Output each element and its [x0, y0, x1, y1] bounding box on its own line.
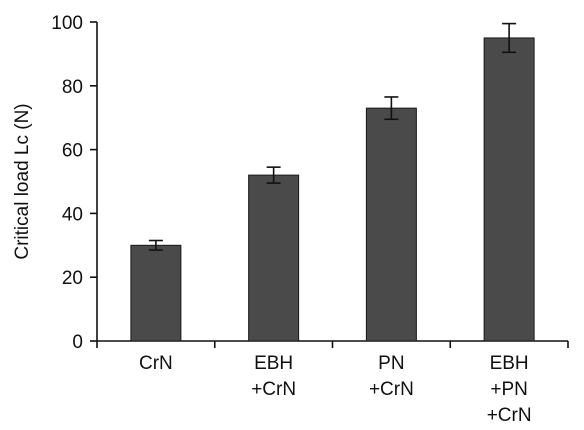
y-tick-label: 100	[51, 13, 83, 34]
y-tick-label: 40	[62, 204, 83, 225]
x-category-label: +CrN	[369, 379, 414, 400]
error-bars	[148, 22, 517, 251]
x-category-label: EBH	[254, 353, 293, 374]
y-tick-label: 80	[62, 77, 83, 98]
bar	[483, 37, 535, 342]
x-category-label: EBH	[490, 353, 529, 374]
bar	[130, 244, 182, 342]
x-category-label: +PN	[490, 379, 528, 400]
y-tick-label: 60	[62, 141, 83, 162]
x-category-label: PN	[378, 353, 404, 374]
y-tick-label: 20	[62, 268, 83, 289]
bar	[248, 174, 300, 342]
bars	[130, 37, 535, 342]
labels: 0 20 40 60 80 100 CrN EBH +CrN PN +CrN EBH +PN +CrN Cr…	[12, 13, 532, 426]
y-axis-title: Critical load Lc (N)	[12, 103, 33, 259]
bar	[365, 107, 417, 342]
x-category-label: +CrN	[487, 405, 532, 426]
x-category-label: +CrN	[251, 379, 296, 400]
y-tick-label: 0	[72, 332, 83, 353]
x-category-label: CrN	[139, 353, 173, 374]
